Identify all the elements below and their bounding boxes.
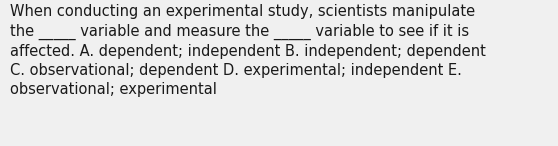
Text: When conducting an experimental study, scientists manipulate
the _____ variable : When conducting an experimental study, s… (10, 4, 486, 97)
